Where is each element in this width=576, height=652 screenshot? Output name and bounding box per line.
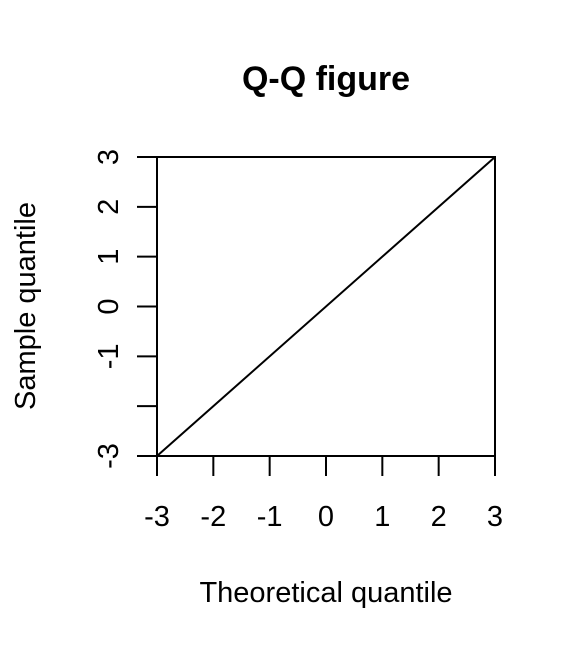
y-tick-label: 2 [93, 199, 125, 215]
y-tick-label: -3 [93, 443, 125, 469]
series-layer [156, 156, 496, 457]
qq-line [156, 156, 496, 457]
chart-title: Q-Q figure [242, 60, 410, 98]
y-axis-label: Sample quantile [10, 202, 42, 410]
x-axis-label: Theoretical quantile [199, 577, 452, 609]
x-tick-label: 3 [487, 501, 503, 533]
y-tick-label: 3 [93, 149, 125, 165]
y-tick-label: 1 [93, 249, 125, 265]
y-axis: -3 -1 0 1 2 3 [93, 149, 158, 469]
x-tick-label: 0 [318, 501, 334, 533]
x-tick-label: -1 [257, 501, 283, 533]
x-axis: -3 -2 -1 0 1 2 3 [144, 455, 503, 533]
x-tick-label: -2 [200, 501, 226, 533]
y-tick-label: -1 [93, 343, 125, 369]
x-tick-label: -3 [144, 501, 170, 533]
y-tick-label: 0 [93, 298, 125, 314]
x-tick-label: 1 [374, 501, 390, 533]
x-tick-label: 2 [431, 501, 447, 533]
